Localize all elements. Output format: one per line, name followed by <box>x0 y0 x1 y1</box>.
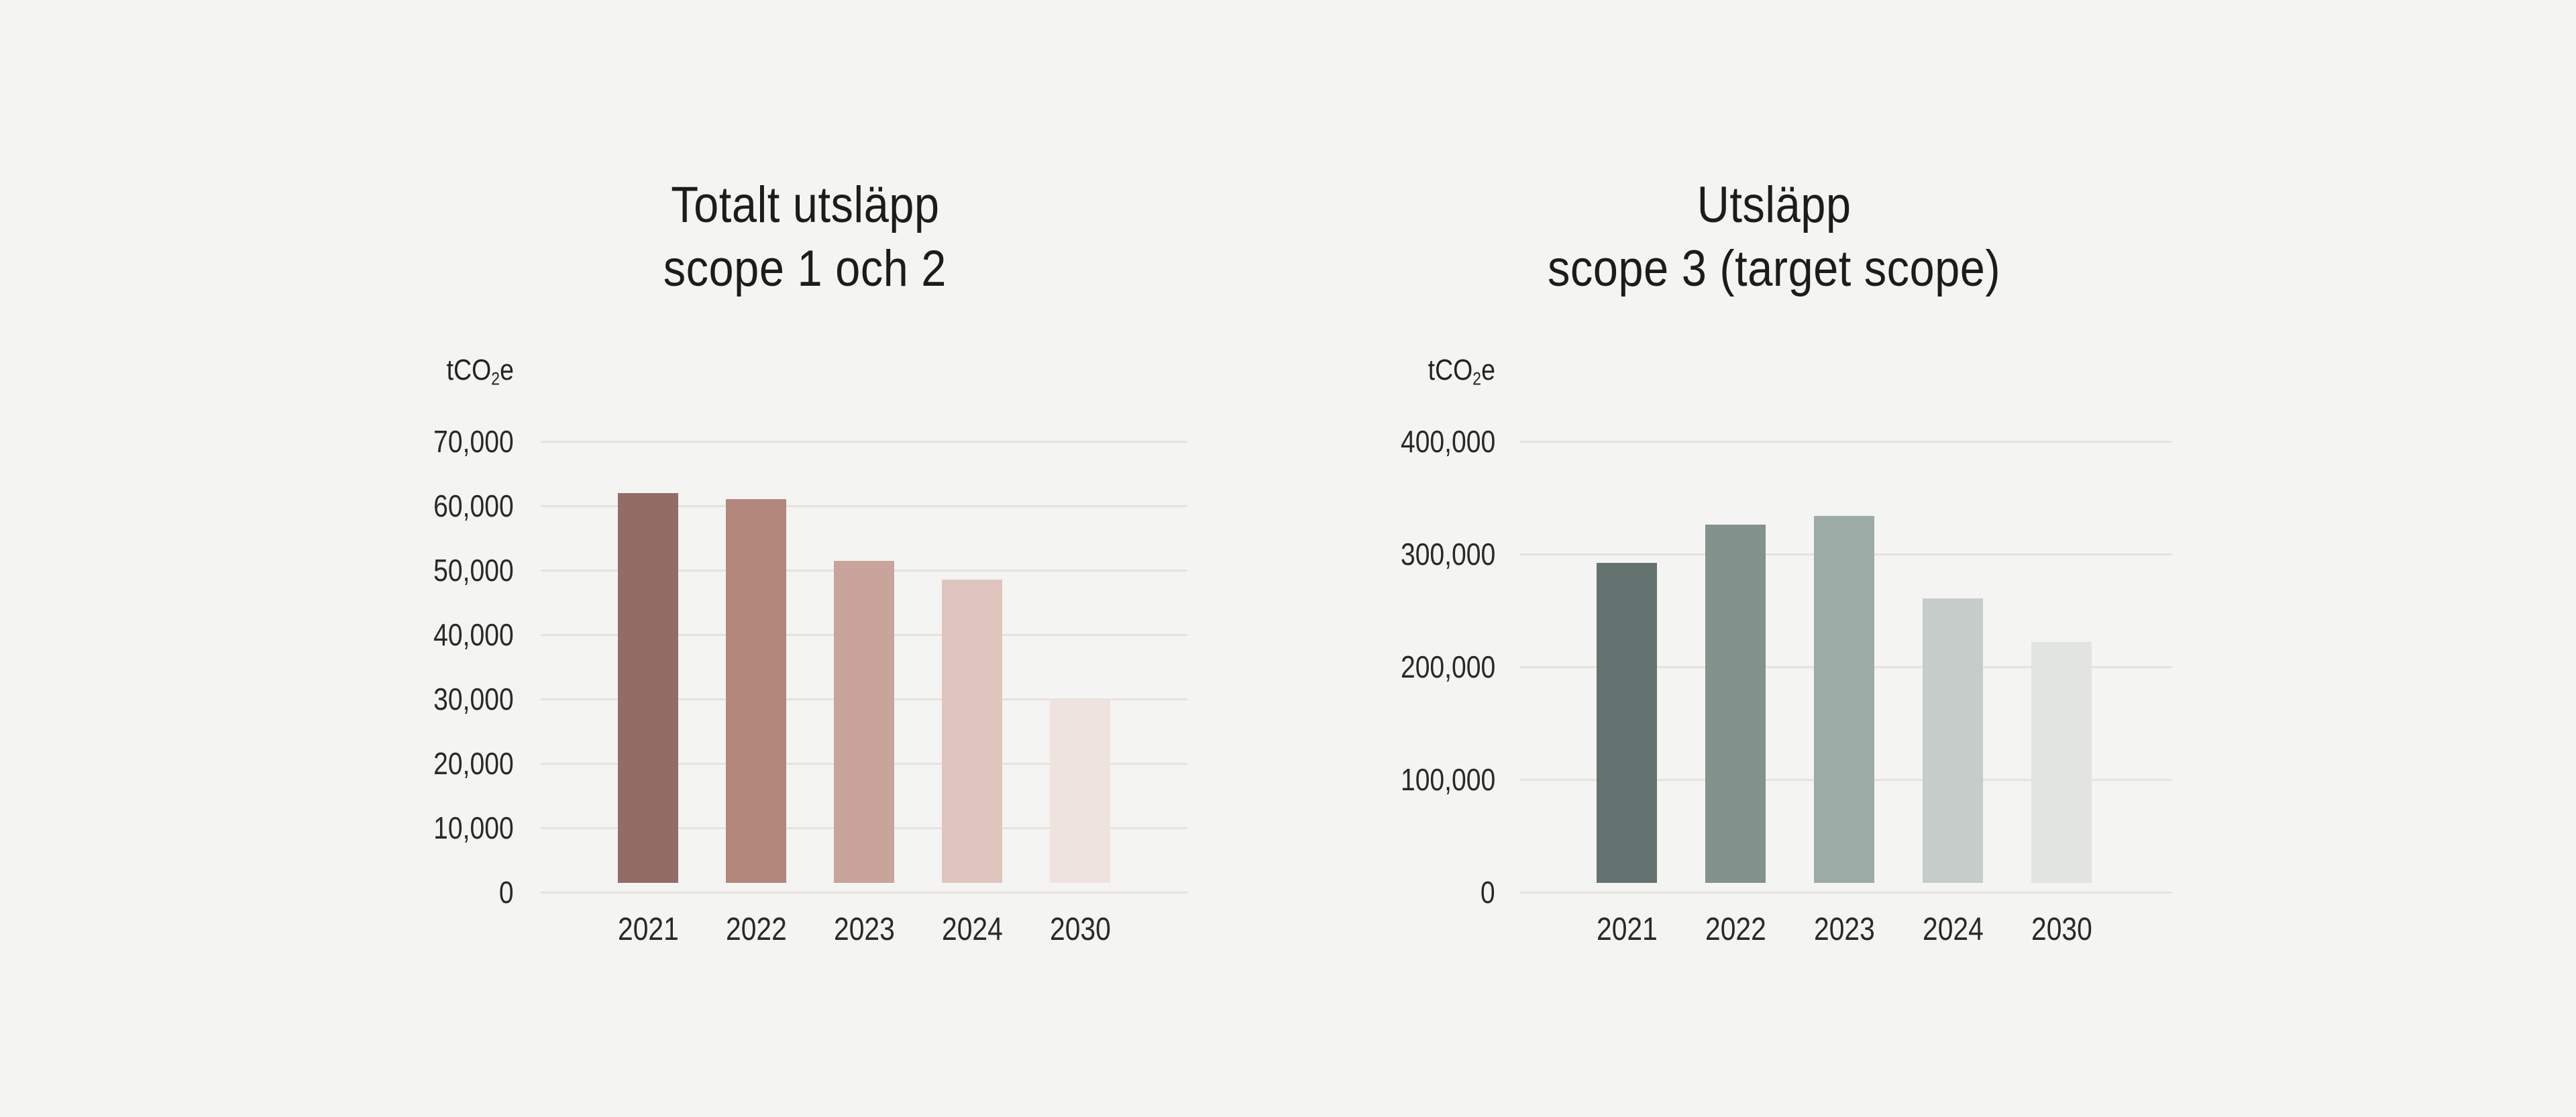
bar-2030 <box>2031 642 2092 883</box>
bar-2024 <box>1923 598 1983 883</box>
y-tick-label: 50,000 <box>433 553 514 588</box>
bar-2021 <box>618 492 678 883</box>
x-tick-label-2022: 2022 <box>1705 912 1766 947</box>
gridline <box>1519 440 2172 443</box>
x-tick-label-2023: 2023 <box>1813 912 1875 947</box>
chart-title-line-2: scope 1 och 2 <box>663 240 947 297</box>
bar-2022 <box>1705 525 1766 883</box>
chart-title-line-1: Totalt utsläpp <box>670 176 940 233</box>
y-tick-label: 400,000 <box>1400 424 1495 459</box>
y-tick-label: 100,000 <box>1400 762 1495 797</box>
x-tick-label-2024: 2024 <box>941 912 1003 947</box>
y-axis-unit-label: tCO2e <box>1428 354 1495 389</box>
y-tick-label: 20,000 <box>433 746 514 781</box>
y-tick-label: 30,000 <box>433 682 514 716</box>
chart-title-line-1: Utsläpp <box>1697 176 1851 233</box>
bar-2022 <box>726 499 786 883</box>
y-tick-label: 70,000 <box>433 424 514 459</box>
y-tick-label: 10,000 <box>433 810 514 845</box>
y-axis-unit-label: tCO2e <box>446 354 514 389</box>
y-tick-label: 300,000 <box>1400 537 1495 572</box>
bar-2024 <box>942 580 1002 883</box>
x-tick-label-2023: 2023 <box>833 912 895 947</box>
y-tick-label: 60,000 <box>433 488 514 523</box>
x-tick-label-2021: 2021 <box>617 912 679 947</box>
gridline <box>541 891 1187 894</box>
bar-2021 <box>1597 563 1657 883</box>
x-tick-label-2022: 2022 <box>725 912 787 947</box>
x-tick-label-2030: 2030 <box>2031 912 2092 947</box>
bar-2023 <box>834 560 894 883</box>
y-tick-label: 0 <box>1481 875 1495 910</box>
bar-2030 <box>1050 699 1110 883</box>
x-tick-label-2021: 2021 <box>1596 912 1658 947</box>
x-tick-label-2024: 2024 <box>1922 912 1984 947</box>
gridline <box>541 504 1187 507</box>
bar-2023 <box>1814 515 1874 883</box>
y-tick-label: 40,000 <box>433 617 514 652</box>
chart-title-scope-3: Utsläpp scope 3 (target scope) <box>1305 173 2244 301</box>
chart-title-scope-1-2: Totalt utsläpp scope 1 och 2 <box>335 173 1275 301</box>
y-tick-label: 0 <box>499 875 514 910</box>
gridline <box>541 440 1187 443</box>
chart-title-line-2: scope 3 (target scope) <box>1548 240 2001 297</box>
y-tick-label: 200,000 <box>1400 649 1495 684</box>
gridline <box>1519 891 2172 894</box>
x-tick-label-2030: 2030 <box>1049 912 1111 947</box>
